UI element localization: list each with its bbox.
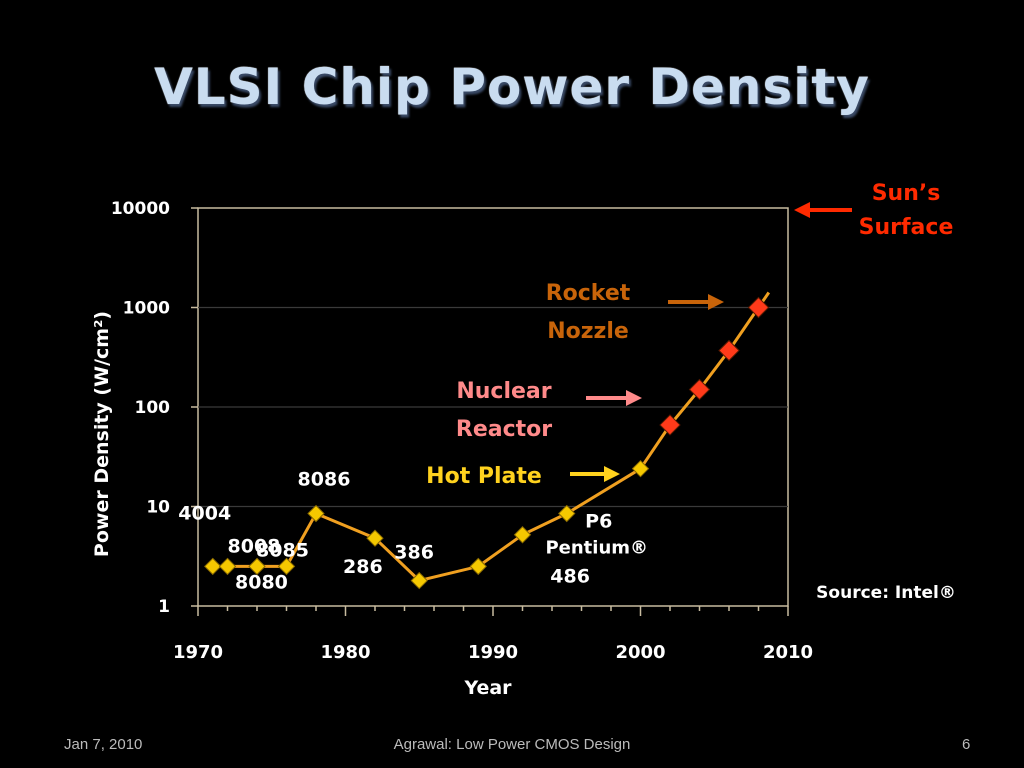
- point-labels: 4004 8008 8080 8085 8086 286 386 486 P6 Pentium®: [178, 469, 648, 594]
- annotation-label: Sun’s: [872, 181, 941, 206]
- point-label: P6: [585, 511, 612, 533]
- annotation-label: Hot Plate: [426, 464, 542, 489]
- annotation-label: Reactor: [456, 417, 552, 442]
- point-label: 386: [394, 542, 434, 564]
- y-tick-label: 10000: [111, 199, 170, 219]
- point-label: Pentium®: [545, 538, 648, 559]
- x-tick-label: 2010: [763, 642, 813, 663]
- grid-lines: [198, 306, 788, 508]
- data-point-marker: [277, 557, 296, 576]
- series-markers: [204, 296, 770, 590]
- data-point-marker: [747, 296, 770, 319]
- data-point-marker: [469, 557, 487, 576]
- footer-center: Agrawal: Low Power CMOS Design: [393, 736, 631, 753]
- annotation-label: Surface: [859, 215, 954, 240]
- slide-title: VLSI Chip Power Density: [154, 58, 870, 116]
- point-label: 286: [343, 556, 383, 578]
- x-tick-label: 2000: [615, 642, 665, 663]
- x-axis-label: Year: [463, 677, 512, 699]
- annotation-arrowhead: [604, 466, 620, 482]
- data-point-marker: [204, 557, 222, 576]
- series-line: [212, 291, 771, 583]
- data-point-marker: [659, 414, 681, 436]
- data-point-marker: [410, 571, 428, 590]
- annotations: Sun’s Surface Rocket Nozzle Nuclear Reactor Ho…: [426, 181, 953, 489]
- data-point-marker: [248, 557, 266, 576]
- series-path: [212, 291, 771, 583]
- x-tick-label: 1970: [173, 642, 223, 663]
- y-tick-label: 10: [146, 498, 170, 518]
- point-label: 4004: [178, 502, 231, 524]
- data-point-marker: [558, 504, 576, 523]
- annotation-label: Nuclear: [456, 379, 551, 404]
- data-point-marker: [631, 459, 650, 478]
- x-tick-label: 1980: [320, 642, 370, 663]
- y-axis-label: Power Density (W/cm²): [91, 311, 113, 557]
- data-point-marker: [718, 339, 740, 362]
- point-label: 8008: [228, 535, 281, 557]
- data-point-marker: [513, 526, 532, 544]
- annotation-arrowhead: [626, 390, 642, 406]
- data-point-marker: [366, 529, 384, 547]
- point-label: 8080: [235, 571, 288, 593]
- footer-page-number: 6: [962, 736, 971, 753]
- annotation-label: Rocket: [546, 281, 631, 306]
- annotation-arrowhead: [794, 202, 810, 218]
- source-note: Source: Intel®: [816, 583, 956, 603]
- annotation-arrowhead: [708, 294, 724, 310]
- annotation-label: Nozzle: [547, 319, 629, 344]
- data-point-marker: [218, 557, 237, 576]
- y-tick-label: 100: [135, 398, 171, 418]
- point-label: 486: [550, 565, 590, 587]
- data-point-marker: [688, 378, 711, 401]
- point-label: 8086: [298, 469, 351, 491]
- point-label: 8085: [256, 539, 309, 561]
- axes: 1 10 100 1000 10000 1970 1980 1990 2000 2010: [111, 199, 813, 663]
- footer-date: Jan 7, 2010: [64, 736, 143, 753]
- x-tick-label: 1990: [468, 642, 518, 663]
- y-tick-label: 1000: [123, 299, 170, 319]
- y-tick-label: 1: [158, 597, 170, 617]
- data-point-marker: [307, 504, 325, 523]
